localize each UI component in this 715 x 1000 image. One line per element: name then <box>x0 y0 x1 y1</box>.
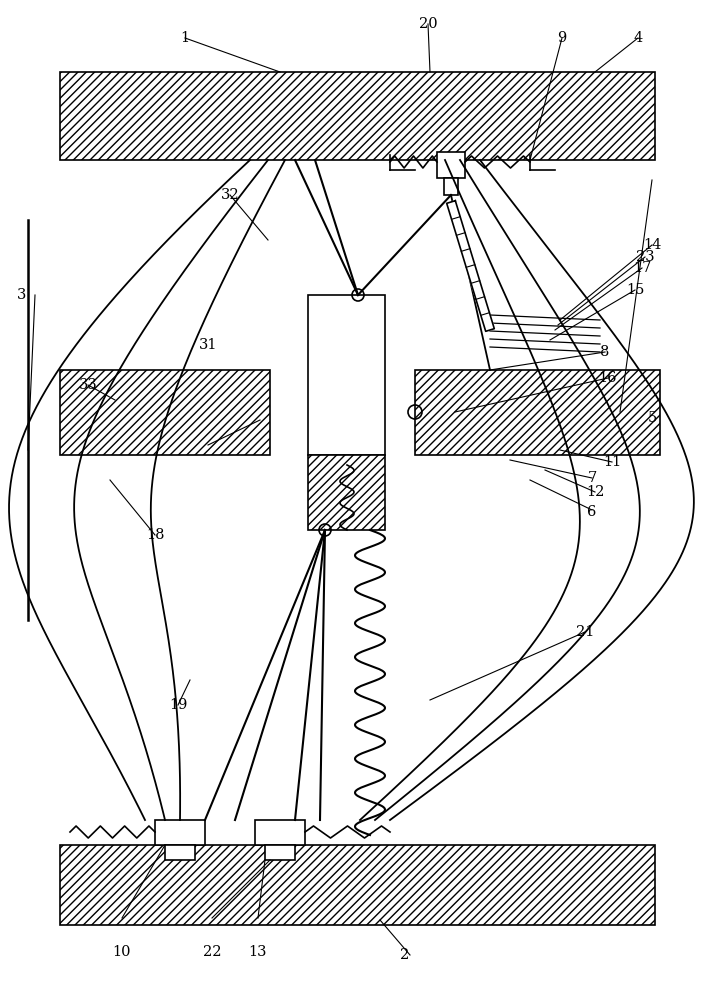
Text: 17: 17 <box>633 261 651 275</box>
Text: 6: 6 <box>587 505 597 519</box>
Text: 3: 3 <box>17 288 26 302</box>
Text: 22: 22 <box>203 945 221 959</box>
Bar <box>155 820 205 845</box>
Text: 20: 20 <box>419 17 438 31</box>
Text: 15: 15 <box>626 283 644 297</box>
Text: 14: 14 <box>643 238 661 252</box>
Text: 8: 8 <box>601 345 610 359</box>
Text: 33: 33 <box>79 378 97 392</box>
Bar <box>60 370 270 455</box>
Bar <box>444 178 458 195</box>
Text: 21: 21 <box>576 625 594 639</box>
Text: 31: 31 <box>199 338 217 352</box>
Polygon shape <box>447 201 494 331</box>
Text: 13: 13 <box>249 945 267 959</box>
Bar <box>437 152 465 178</box>
Text: 7: 7 <box>588 471 596 485</box>
Bar <box>60 845 655 925</box>
Text: 18: 18 <box>146 528 164 542</box>
Text: 4: 4 <box>633 31 643 45</box>
Bar <box>308 295 385 455</box>
Bar <box>60 72 655 160</box>
Bar <box>165 845 195 860</box>
Bar <box>255 820 305 845</box>
Text: 32: 32 <box>221 188 240 202</box>
Text: 5: 5 <box>647 411 656 425</box>
Text: 19: 19 <box>169 698 187 712</box>
Bar <box>265 845 295 860</box>
Text: 1: 1 <box>180 31 189 45</box>
Text: 2: 2 <box>400 948 410 962</box>
Bar <box>308 455 385 530</box>
Text: 16: 16 <box>598 371 617 385</box>
Text: 9: 9 <box>558 31 566 45</box>
Text: 11: 11 <box>603 455 621 469</box>
Text: 10: 10 <box>113 945 132 959</box>
Bar <box>415 370 660 455</box>
Text: 12: 12 <box>586 485 604 499</box>
Text: 23: 23 <box>636 250 654 264</box>
